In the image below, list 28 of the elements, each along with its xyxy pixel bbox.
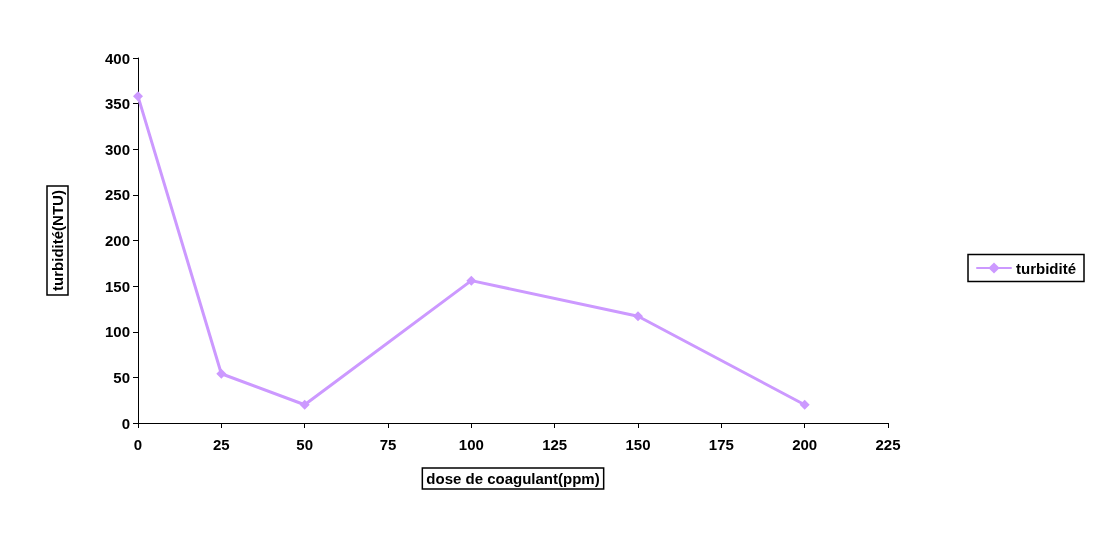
point: [633, 311, 643, 322]
point: [799, 399, 810, 410]
y-tick-label: 350: [104, 95, 130, 113]
point: [299, 399, 310, 410]
point: [466, 275, 477, 286]
y-tick-label: 0: [121, 414, 130, 432]
x-tick-label: 25: [212, 436, 230, 453]
x-tick-label: 0: [133, 436, 143, 453]
x-tick-label: 50: [296, 436, 314, 453]
y-tick-label: 150: [104, 277, 130, 295]
x-axis-title: dose de coagulant(ppm): [426, 470, 600, 487]
y-tick-label: 100: [104, 323, 130, 341]
point: [133, 91, 143, 102]
legend-label: turbidité: [1016, 259, 1077, 277]
y-tick-label: 300: [104, 140, 130, 158]
x-tick-label: 225: [875, 436, 901, 453]
y-tick-label: 250: [104, 186, 130, 204]
y-tick-label: 200: [104, 232, 130, 249]
x-tick-label: 75: [379, 436, 397, 453]
point: [216, 368, 227, 379]
x-tick-label: 200: [792, 436, 818, 453]
x-tick-label: 150: [625, 436, 651, 453]
x-tick-label: 125: [542, 436, 568, 453]
y-axis-title: turbidité(NTU): [49, 190, 66, 291]
y-tick-label: 400: [104, 49, 130, 67]
x-tick-label: 175: [708, 436, 734, 453]
y-tick-label: 50: [113, 368, 130, 386]
x-tick-label: 100: [458, 436, 484, 453]
